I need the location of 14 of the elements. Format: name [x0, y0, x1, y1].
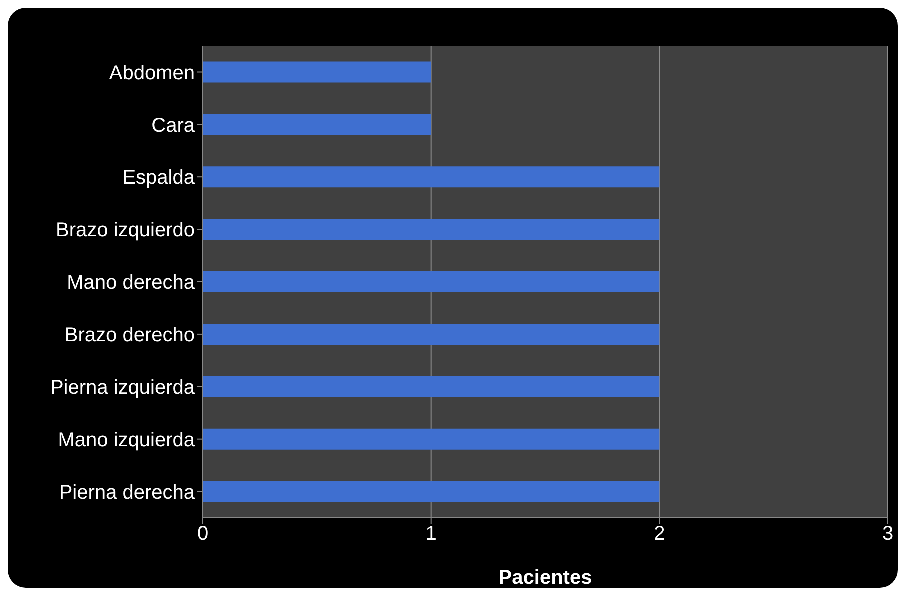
- y-tick-label: Pierna izquierda: [50, 376, 196, 399]
- y-tick-label: Espalda: [122, 167, 196, 190]
- y-tick-label: Brazo izquierdo: [56, 220, 195, 242]
- y-tick-label: Pierna derecha: [59, 482, 196, 504]
- x-axis-title: Pacientes: [498, 567, 592, 589]
- y-tick-label: Cara: [152, 114, 196, 137]
- x-tick-label: 3: [882, 523, 894, 546]
- y-tick-label: Mano derecha: [67, 272, 196, 294]
- y-tick-label: Abdomen: [109, 62, 195, 84]
- x-tick-label: 0: [197, 523, 209, 546]
- x-tick-label: 2: [654, 523, 666, 546]
- y-tick-label: Mano izquierda: [58, 429, 196, 452]
- y-tick-label: Brazo derecho: [64, 324, 195, 347]
- x-tick-label: 1: [426, 523, 437, 546]
